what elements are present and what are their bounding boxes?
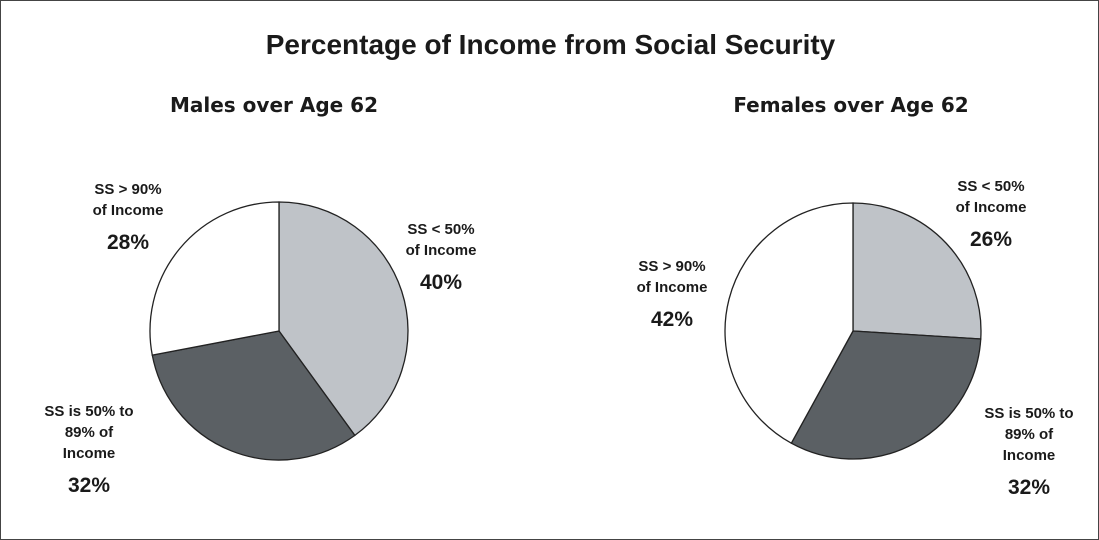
males-slice-1-label-line: Income [62,445,116,462]
females-slice-2-label-line: SS > 90% [638,258,706,275]
males-slice-0-label-line: SS < 50% [407,221,475,238]
males-slice-1-percent: 32% [67,474,111,497]
females-slice-label-0: SS < 50% of Income 26% [911,176,1071,252]
females-slice-label-2: SS > 90% of Income 42% [592,256,752,332]
females-slice-0-label-line: of Income [955,199,1027,216]
males-slice-1-label-line: 89% of [64,424,114,441]
females-slice-1-label-line: SS is 50% to [984,405,1074,422]
males-slice-0-percent: 40% [419,271,463,294]
males-chart-title: Males over Age 62 [169,93,378,117]
males-slice-0-label-line: of Income [405,242,477,259]
females-pie-slice-2 [724,202,854,445]
males-slice-2-label-line: SS > 90% [94,181,162,198]
females-slice-label-1: SS is 50% to 89% of Income 32% [949,403,1098,500]
females-chart-title: Females over Age 62 [733,93,969,117]
females-pie-slice-1 [790,330,982,460]
females-slice-0-label-line: SS < 50% [957,178,1025,195]
females-slice-1-percent: 32% [1007,476,1051,499]
males-slice-label-2: SS > 90% of Income 28% [48,179,208,255]
main-title: Percentage of Income from Social Securit… [265,29,836,60]
females-pie-slice-0 [852,202,982,340]
males-pie-slice-2 [149,201,280,356]
females-slice-1-label-line: Income [1002,447,1056,464]
males-slice-label-1: SS is 50% to 89% of Income 32% [9,401,169,498]
males-slice-label-0: SS < 50% of Income 40% [361,219,521,295]
females-slice-0-percent: 26% [969,228,1013,251]
females-slice-2-percent: 42% [650,308,694,331]
females-slice-2-label-line: of Income [636,279,708,296]
males-slice-2-percent: 28% [106,231,150,254]
males-slice-1-label-line: SS is 50% to [44,403,134,420]
females-slice-1-label-line: 89% of [1004,426,1054,443]
males-pie-slice-1 [151,330,356,461]
males-pie-slice-0 [278,201,409,437]
males-slice-2-label-line: of Income [92,202,164,219]
